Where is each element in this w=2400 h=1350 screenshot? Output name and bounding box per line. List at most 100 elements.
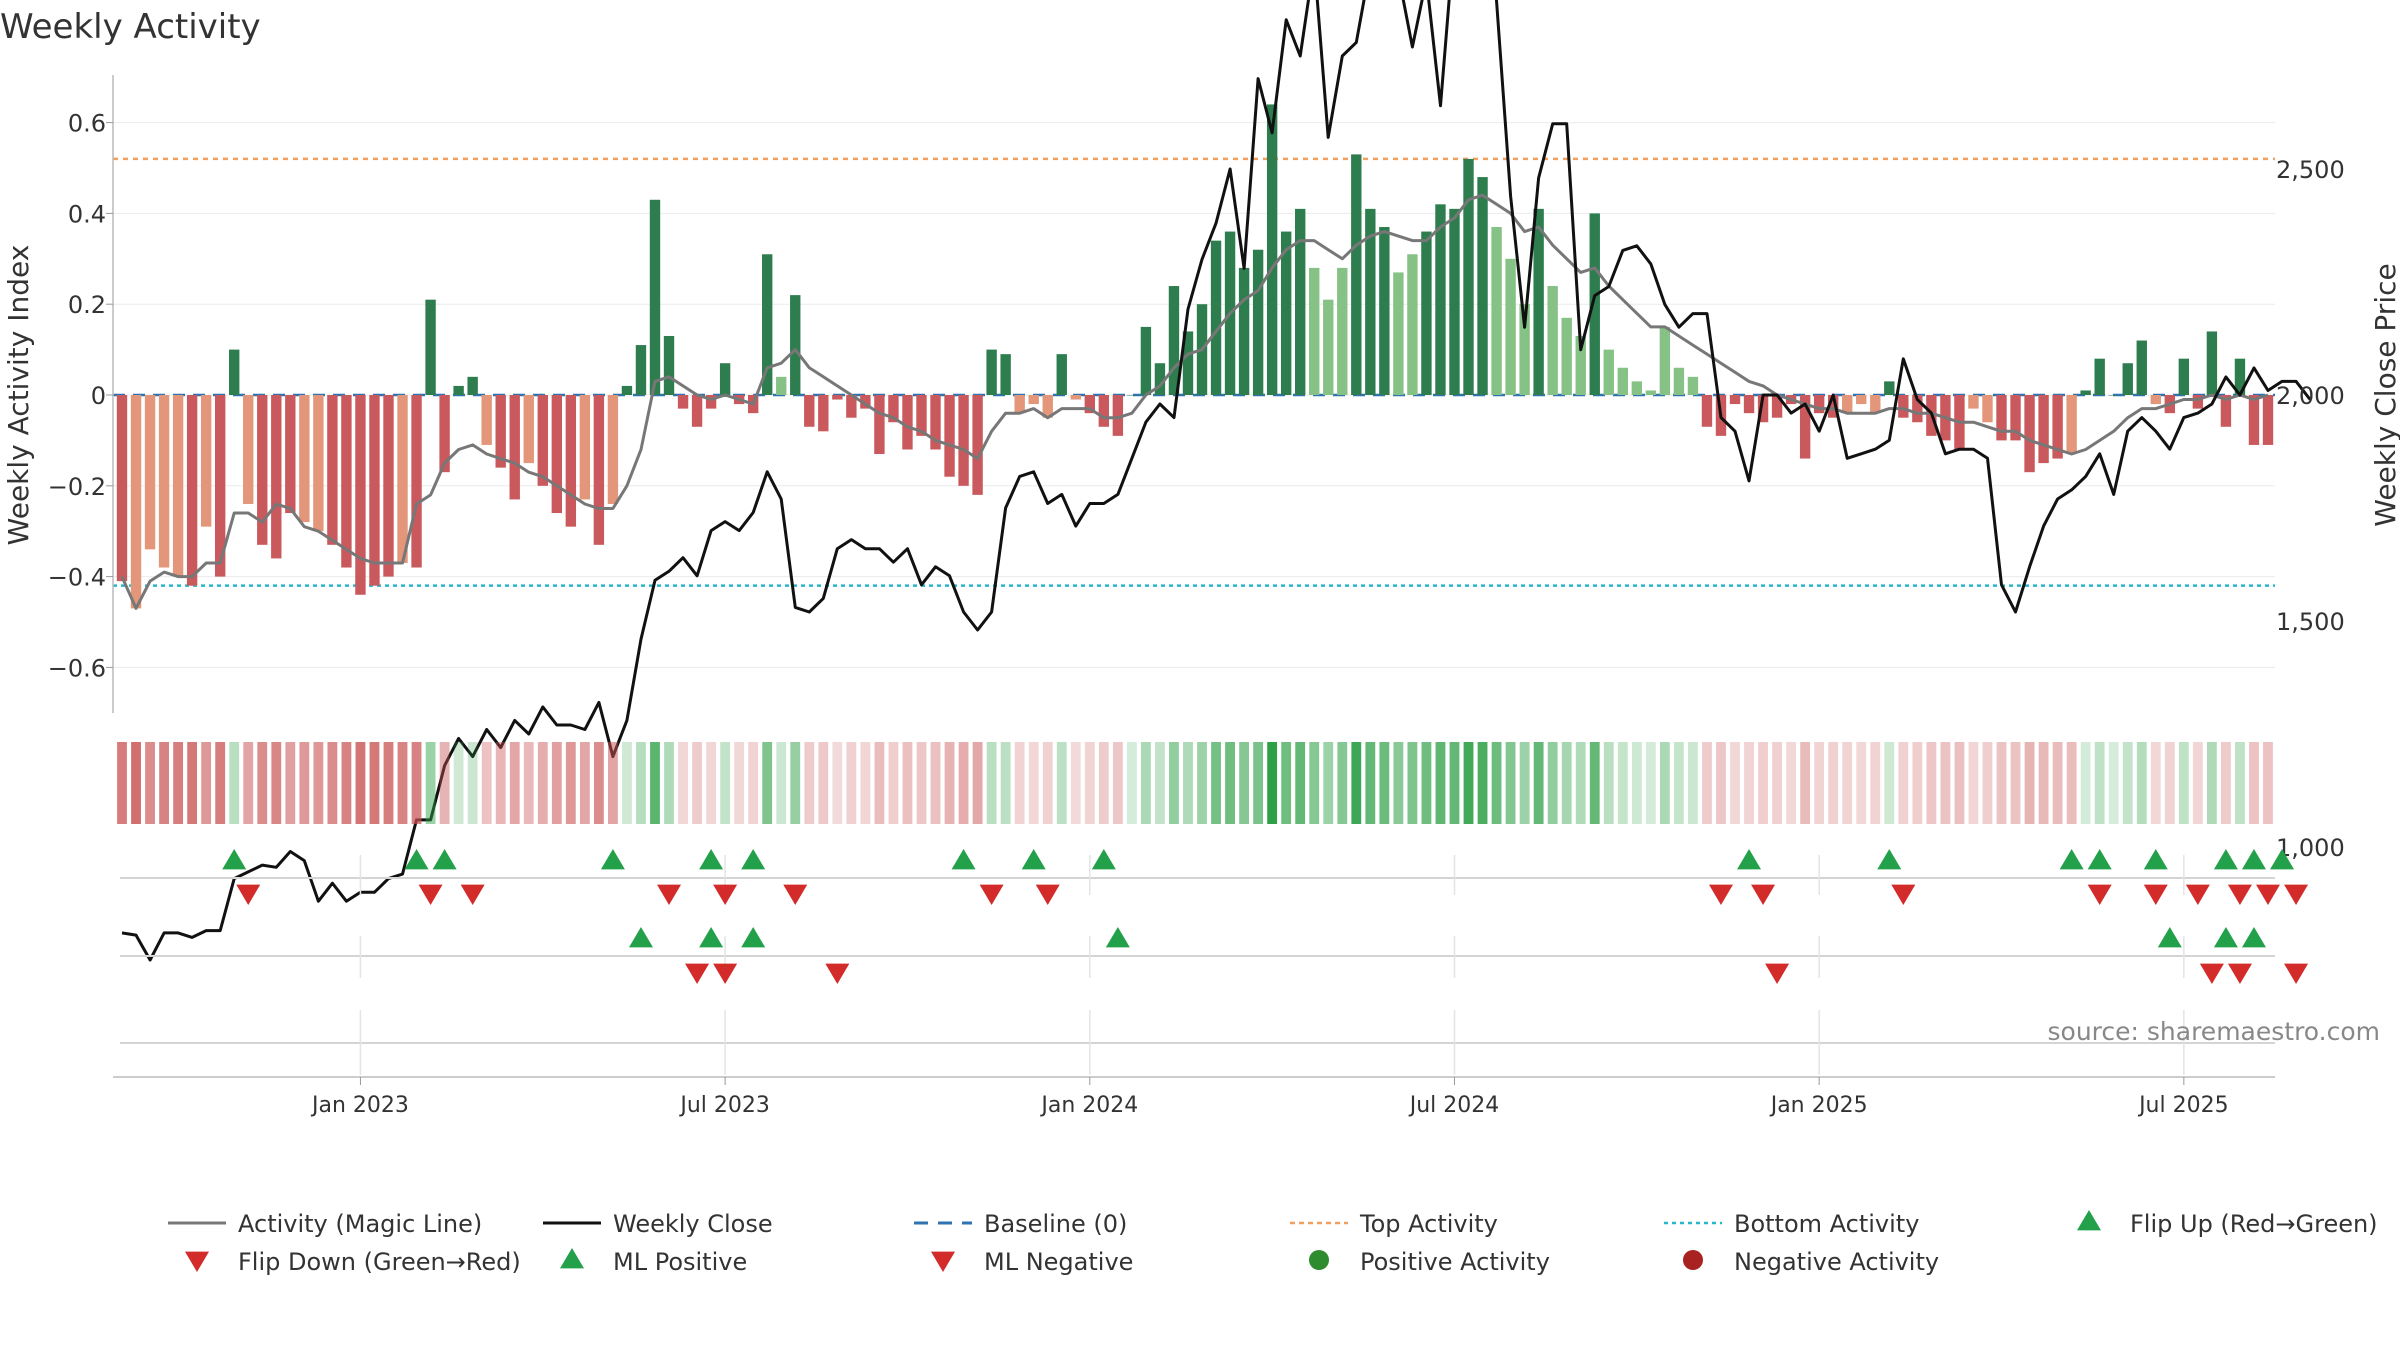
activity-bar <box>144 395 156 550</box>
flip-down-marker <box>1751 884 1776 905</box>
ml-negative-marker <box>2284 963 2309 984</box>
weekly-close-series <box>121 0 2312 962</box>
activity-bar <box>972 395 983 495</box>
activity-bar <box>271 395 282 559</box>
heat-cell <box>1996 742 2007 824</box>
heat-cell <box>495 742 506 824</box>
activity-bar <box>411 395 422 568</box>
heat-cell <box>579 742 590 824</box>
activity-bar <box>369 395 380 586</box>
heat-cell <box>874 742 885 824</box>
legend-item: ML Negative <box>931 1248 1133 1276</box>
activity-bar <box>2178 358 2190 395</box>
heat-cell <box>1898 742 1909 824</box>
heat-cell <box>2094 742 2105 824</box>
activity-bar <box>1365 208 1376 395</box>
activity-bar <box>579 395 591 500</box>
activity-bar <box>958 395 969 486</box>
y-tick-label: −0.4 <box>48 564 106 592</box>
heat-cell <box>2108 742 2119 824</box>
activity-bar <box>1070 395 1081 400</box>
heat-cell <box>2263 742 2273 824</box>
heat-cell <box>1982 742 1993 824</box>
heat-cell <box>608 742 618 824</box>
heat-cell <box>2024 742 2035 824</box>
activity-bar <box>2150 395 2161 405</box>
heat-cell <box>1716 742 1726 824</box>
heat-cell <box>916 742 927 824</box>
heat-cell <box>299 742 310 824</box>
activity-bar <box>1884 381 1895 395</box>
heat-cell <box>678 742 688 824</box>
heat-cell <box>229 742 240 824</box>
flip-up-marker <box>699 849 724 870</box>
flip-down-marker <box>2284 884 2309 905</box>
legend-swatch <box>1309 1250 1329 1270</box>
heat-cell <box>1968 742 1979 824</box>
heat-cell <box>1253 742 1264 824</box>
activity-bar <box>257 395 268 545</box>
activity-bar <box>1421 231 1432 395</box>
activity-bar <box>1575 335 1586 395</box>
flip-down-marker <box>2227 884 2252 905</box>
heat-cell <box>776 742 787 824</box>
legend-label: Bottom Activity <box>1734 1210 1919 1238</box>
activity-bar <box>860 395 871 409</box>
heat-cell <box>1155 742 1165 824</box>
activity-bar <box>790 295 801 395</box>
legend-label: Positive Activity <box>1360 1248 1550 1276</box>
heat-cell <box>1379 742 1390 824</box>
heat-cell <box>201 742 212 824</box>
activity-bar <box>1856 395 1867 405</box>
flip-down-marker <box>418 884 443 905</box>
activity-bar <box>1561 317 1572 395</box>
y2-tick-label: 2,500 <box>2276 156 2345 184</box>
heat-cell <box>1281 742 1292 824</box>
activity-bar <box>200 395 212 527</box>
activity-bar <box>1547 286 1558 395</box>
activity-bar <box>930 395 941 450</box>
heat-cell <box>1225 742 1235 824</box>
activity-bar <box>1309 267 1320 395</box>
series-lines <box>120 0 2312 962</box>
heat-cell <box>1000 742 1011 824</box>
heat-cell <box>1954 742 1965 824</box>
legend-item: Flip Down (Green→Red) <box>185 1248 521 1276</box>
activity-bar <box>1000 354 1011 395</box>
activity-bar <box>2038 395 2049 464</box>
flip-up-marker <box>951 849 976 870</box>
ml-positive-marker <box>1105 927 1130 948</box>
heat-cell <box>1772 742 1782 824</box>
y2-tick-label: 2,000 <box>2276 382 2345 410</box>
activity-bar <box>1898 395 1909 418</box>
activity-bar <box>1295 208 1306 395</box>
activity-bar <box>1168 286 1180 395</box>
activity-bar <box>243 395 254 504</box>
ml-positive-marker <box>699 927 724 948</box>
heat-cell <box>1926 742 1937 824</box>
heat-cell <box>692 742 702 824</box>
legend-label: Activity (Magic Line) <box>238 1210 482 1238</box>
activity-bar <box>1435 204 1446 395</box>
activity-bar <box>425 299 436 395</box>
flip-down-marker <box>460 884 485 905</box>
left-axis-ticks: 0.6 0.4 0.2 0 −0.2 −0.4 −0.6 <box>48 110 113 682</box>
ml-negative-marker <box>825 963 850 984</box>
activity-bar <box>691 395 703 427</box>
activity-bar <box>2024 395 2035 473</box>
legend-item: Bottom Activity <box>1664 1210 1919 1238</box>
activity-bar <box>172 395 184 577</box>
legend-label: ML Positive <box>613 1248 747 1276</box>
heat-cell <box>1814 742 1825 824</box>
activity-bar <box>523 395 534 464</box>
legend-label: Baseline (0) <box>984 1210 1127 1238</box>
activity-bar <box>565 395 577 527</box>
activity-bar <box>495 395 506 468</box>
heat-cell <box>1617 742 1628 824</box>
heat-cell <box>187 742 198 824</box>
heat-cell <box>2221 742 2231 824</box>
heat-cell <box>930 742 941 824</box>
activity-bar <box>2262 395 2274 445</box>
heat-cell <box>1603 742 1614 824</box>
